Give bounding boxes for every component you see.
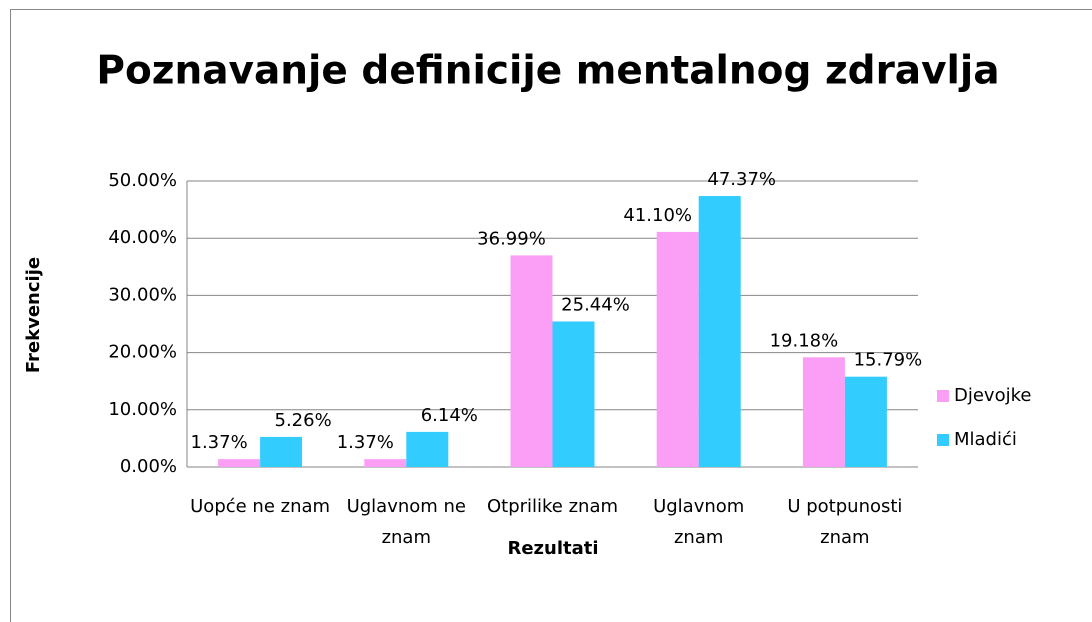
data-label: 1.37%: [191, 432, 248, 453]
legend-swatch: [937, 434, 949, 446]
y-tick-label: 40.00%: [108, 227, 177, 248]
data-label: 25.44%: [561, 294, 630, 315]
bar: [364, 459, 407, 467]
bar: [406, 431, 449, 467]
data-label: 19.18%: [770, 330, 839, 351]
x-tick-label: Otprilike znam: [486, 496, 619, 517]
data-label: 47.37%: [707, 169, 776, 190]
legend-swatch: [937, 390, 949, 402]
bar: [802, 357, 845, 467]
x-tick-label: Uglavnom ne znam: [346, 496, 467, 548]
bar: [698, 196, 741, 468]
data-label: 6.14%: [421, 405, 478, 426]
x-axis-title: Rezultati: [507, 538, 598, 559]
x-tick-label: U potpunosti znam: [787, 496, 903, 548]
bar: [218, 459, 261, 467]
legend-label: Mladići: [954, 429, 1017, 450]
x-tick-label: Uopće ne znam: [190, 496, 331, 517]
bar: [510, 255, 553, 467]
bar: [552, 321, 595, 467]
data-label: 1.37%: [337, 432, 394, 453]
bar: [844, 376, 887, 467]
data-label: 15.79%: [854, 350, 923, 371]
chart-title: Poznavanje definicije mentalnog zdravlja: [96, 49, 999, 94]
y-tick-label: 50.00%: [108, 170, 177, 191]
data-label: 36.99%: [477, 228, 546, 249]
y-tick-label: 0.00%: [120, 456, 177, 477]
y-tick-label: 20.00%: [108, 342, 177, 363]
data-label: 5.26%: [275, 410, 332, 431]
y-tick-label: 30.00%: [108, 284, 177, 305]
bar: [260, 436, 303, 467]
x-tick-label: Uglavnom znam: [653, 496, 745, 548]
data-label: 41.10%: [623, 205, 692, 226]
y-axis-title: Frekvencije: [23, 257, 44, 373]
bar: [656, 231, 699, 467]
y-tick-label: 10.00%: [108, 399, 177, 420]
legend-label: Djevojke: [954, 385, 1031, 406]
